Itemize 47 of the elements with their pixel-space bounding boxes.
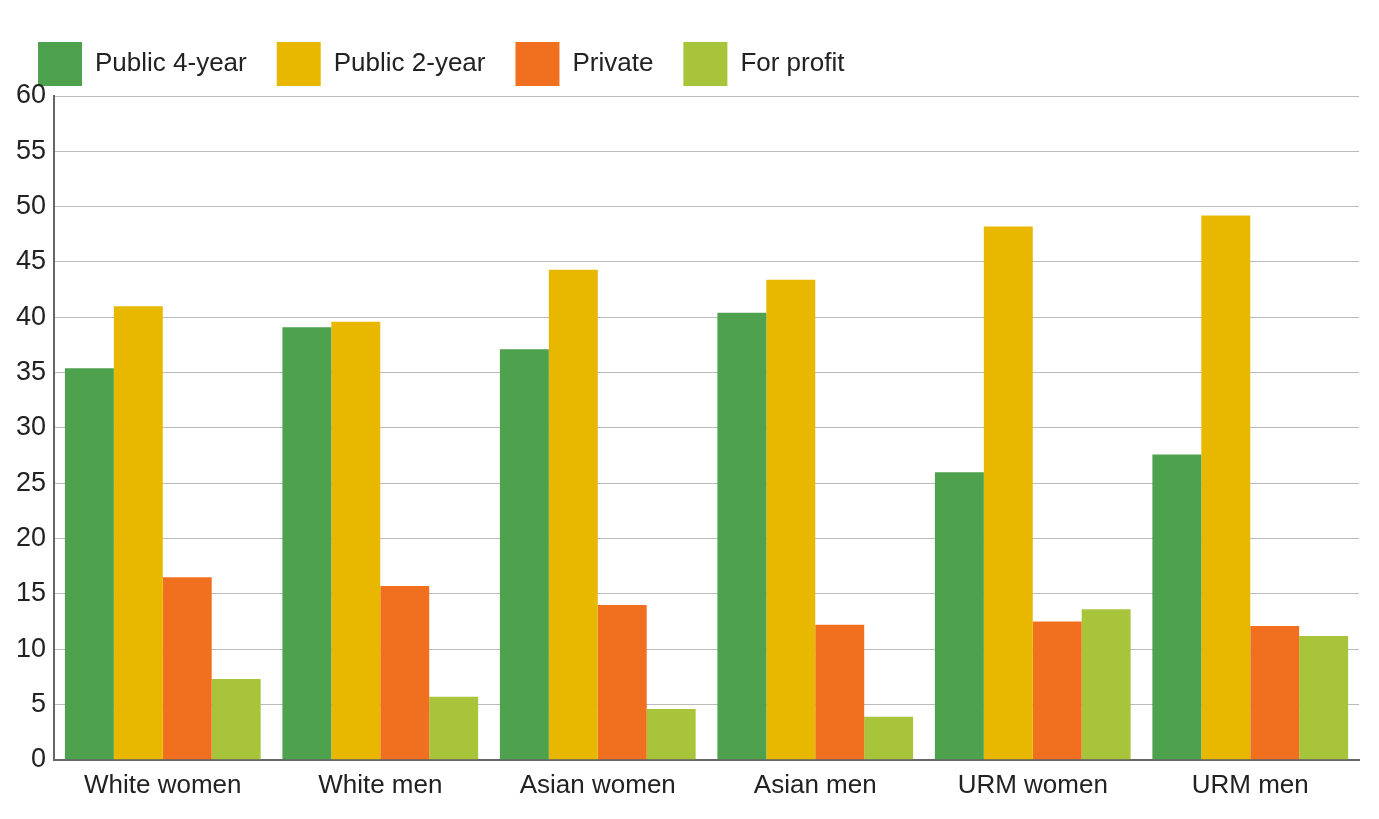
x-tick-label: Asian men <box>753 768 877 799</box>
bar <box>1201 215 1251 760</box>
bar <box>815 624 865 760</box>
y-tick-label: 45 <box>15 245 47 276</box>
bar <box>646 708 696 760</box>
y-tick-label: 60 <box>15 79 47 110</box>
y-tick-label: 50 <box>15 190 47 221</box>
bar <box>64 368 114 760</box>
bar <box>1299 635 1349 760</box>
x-tick-label: URM men <box>1191 768 1309 799</box>
bar <box>864 716 914 760</box>
bar <box>282 327 332 760</box>
bar <box>331 321 381 760</box>
y-tick-label: 5 <box>31 687 47 718</box>
y-tick-label: 10 <box>15 632 47 663</box>
bar <box>983 226 1033 760</box>
x-tick-label: White men <box>318 768 443 799</box>
bar <box>597 604 647 760</box>
bar <box>766 279 816 760</box>
legend-label: Private <box>572 47 654 78</box>
y-tick-label: 20 <box>15 521 47 552</box>
x-tick-label: URM women <box>957 768 1108 799</box>
bar <box>499 349 549 760</box>
y-tick-label: 25 <box>15 466 47 497</box>
bar <box>113 306 163 760</box>
bar <box>548 269 598 760</box>
bar <box>1081 609 1131 760</box>
x-tick-label: Asian women <box>519 768 676 799</box>
bar <box>1152 454 1202 760</box>
bar <box>429 696 479 760</box>
bar <box>380 586 430 760</box>
y-tick-label: 30 <box>15 411 47 442</box>
bar <box>162 577 212 760</box>
bar <box>211 679 261 760</box>
y-tick-label: 55 <box>15 134 47 165</box>
legend-label: Public 4-year <box>95 47 248 78</box>
y-tick-label: 40 <box>15 300 47 331</box>
legend-label: For profit <box>740 47 846 78</box>
y-tick-label: 35 <box>15 356 47 387</box>
y-tick-label: 0 <box>31 743 47 774</box>
bar <box>717 312 767 760</box>
y-tick-label: 15 <box>15 577 47 608</box>
bar <box>1250 625 1300 760</box>
bar <box>934 472 984 760</box>
legend-label: Public 2-year <box>333 47 486 78</box>
x-tick-label: White women <box>84 768 242 799</box>
bar <box>1032 621 1082 760</box>
